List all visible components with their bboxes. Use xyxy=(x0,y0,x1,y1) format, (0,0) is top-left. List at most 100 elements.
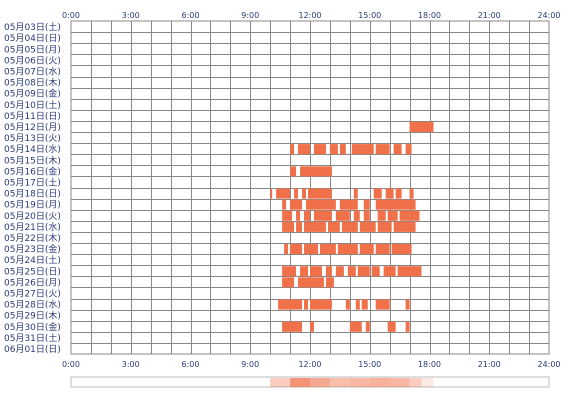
activity-bar xyxy=(290,166,297,177)
date-row-label: 05月22日(木) xyxy=(4,232,61,244)
activity-bar xyxy=(405,299,410,310)
activity-bar xyxy=(393,144,402,155)
date-row-label: 05月29日(木) xyxy=(4,310,61,322)
activity-bar xyxy=(296,221,303,232)
activity-bar xyxy=(304,299,309,310)
top-time-tick-label: 9:00 xyxy=(241,11,259,20)
date-row-label: 05月23日(金) xyxy=(4,243,61,255)
summary-density-segment xyxy=(369,378,390,387)
activity-bar xyxy=(327,221,340,232)
date-row-label: 05月26日(月) xyxy=(4,277,61,288)
top-time-axis: 0:00 3:00 6:00 9:00 12:00 15:00 18:00 21:00 24:0… xyxy=(62,11,561,20)
date-row-label: 05月24日(土) xyxy=(4,254,61,266)
activity-bar xyxy=(375,299,390,310)
activity-bar xyxy=(339,144,346,155)
activity-bar xyxy=(319,244,336,255)
activity-bar xyxy=(377,221,392,232)
top-time-tick-label: 6:00 xyxy=(182,11,200,20)
activity-bar xyxy=(313,210,332,221)
bottom-time-tick-label: 18:00 xyxy=(418,360,441,369)
date-row-label: 05月18日(日) xyxy=(4,189,61,200)
activity-bar xyxy=(337,244,358,255)
summary-density-segment xyxy=(290,378,310,387)
activity-bar xyxy=(397,266,422,277)
activity-bar xyxy=(349,321,362,332)
date-row-label: 05月06日(火) xyxy=(4,55,61,66)
bottom-time-tick-label: 12:00 xyxy=(298,360,321,369)
summary-density-segment xyxy=(421,378,434,387)
summary-density-segment xyxy=(389,378,410,387)
bottom-time-axis: 0:00 3:00 6:00 9:00 12:00 15:00 18:00 21:00 24:0… xyxy=(62,360,561,369)
activity-bar xyxy=(294,188,299,199)
activity-bar xyxy=(351,144,374,155)
date-row-label: 05月17日(土) xyxy=(4,176,61,188)
top-time-tick-label: 12:00 xyxy=(298,11,321,20)
activity-bar xyxy=(276,188,291,199)
activity-bar xyxy=(393,221,416,232)
activity-bar xyxy=(282,221,295,232)
activity-bar xyxy=(409,188,414,199)
bottom-time-tick-label: 6:00 xyxy=(182,360,200,369)
activity-bar xyxy=(300,166,332,177)
date-row-label: 05月19日(月) xyxy=(4,200,61,211)
date-row-label: 05月28日(水) xyxy=(4,299,61,311)
activity-bar xyxy=(373,188,382,199)
activity-bar xyxy=(377,210,386,221)
top-time-tick-label: 18:00 xyxy=(418,11,441,20)
date-row-label: 05月31日(土) xyxy=(4,332,61,344)
activity-bar xyxy=(290,144,295,155)
date-row-label: 05月11日(日) xyxy=(4,111,61,122)
activity-bar xyxy=(399,210,420,221)
activity-bar xyxy=(298,277,324,288)
activity-bar xyxy=(355,299,360,310)
date-row-label: 05月03日(土) xyxy=(4,21,61,33)
activity-bar xyxy=(282,266,297,277)
activity-bar xyxy=(282,277,295,288)
summary-density-segment xyxy=(270,378,291,387)
activity-bar xyxy=(375,144,390,155)
date-row-label: 05月16日(金) xyxy=(4,165,61,177)
activity-bar xyxy=(335,210,350,221)
activity-bar xyxy=(353,210,360,221)
activity-bar xyxy=(278,299,303,310)
activity-bar xyxy=(290,244,303,255)
top-time-tick-label: 3:00 xyxy=(122,11,140,20)
date-row-label: 05月13日(火) xyxy=(4,133,61,144)
activity-bar xyxy=(405,144,412,155)
date-row-label: 05月08日(木) xyxy=(4,77,61,89)
summary-density-segment xyxy=(329,378,350,387)
activity-bar xyxy=(304,210,310,221)
activity-bar xyxy=(298,144,310,155)
activity-bar xyxy=(335,266,344,277)
activity-bar xyxy=(387,321,396,332)
activity-bars-layer xyxy=(270,121,434,332)
activity-bar xyxy=(304,244,318,255)
top-time-tick-label: 0:00 xyxy=(62,11,80,20)
activity-bar xyxy=(391,244,412,255)
activity-bar xyxy=(357,266,370,277)
activity-bar xyxy=(310,266,322,277)
activity-bar xyxy=(409,121,434,132)
date-row-label: 05月25日(日) xyxy=(4,266,61,277)
activity-bar xyxy=(306,199,336,210)
activity-bar xyxy=(300,266,309,277)
activity-bar xyxy=(387,210,398,221)
activity-bar xyxy=(290,199,303,210)
activity-bar xyxy=(282,199,287,210)
date-row-label: 05月30日(金) xyxy=(4,321,61,333)
activity-bar xyxy=(284,244,289,255)
top-time-tick-label: 21:00 xyxy=(478,11,501,20)
bottom-time-tick-label: 21:00 xyxy=(478,360,501,369)
activity-bar xyxy=(308,188,332,199)
activity-bar xyxy=(347,266,356,277)
activity-bar xyxy=(304,221,326,232)
daily-summary-strip xyxy=(70,376,550,388)
grid-layer xyxy=(70,20,550,355)
date-row-label: 05月20日(火) xyxy=(4,211,61,222)
summary-density-segment xyxy=(310,378,330,387)
activity-bar xyxy=(325,277,334,288)
activity-bar xyxy=(405,321,410,332)
date-row-label: 06月01日(日) xyxy=(4,344,61,355)
activity-bar xyxy=(302,188,307,199)
